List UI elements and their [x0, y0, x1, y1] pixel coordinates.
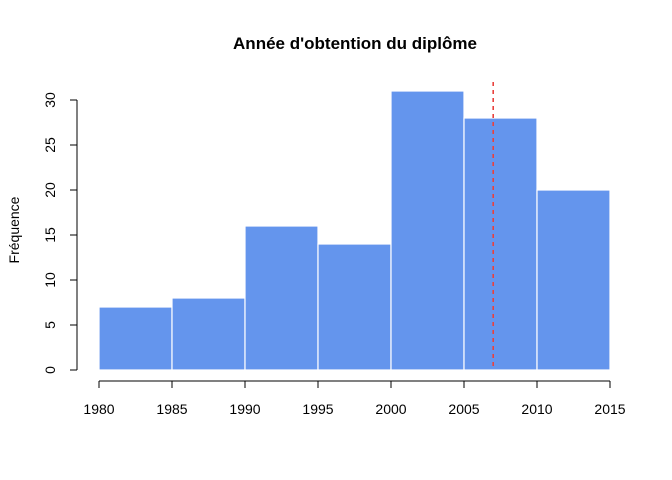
y-axis: 0 5 10 15 20 25 30 — [42, 92, 78, 374]
y-tick-label: 5 — [42, 321, 58, 329]
y-tick-label: 10 — [42, 272, 58, 288]
x-tick-label: 1980 — [83, 401, 114, 417]
y-tick-label: 25 — [42, 137, 58, 153]
x-tick-label: 2005 — [448, 401, 479, 417]
x-tick-label: 2000 — [375, 401, 406, 417]
x-tick-label: 1995 — [302, 401, 333, 417]
y-tick-label: 20 — [42, 182, 58, 198]
x-axis: 1980 1985 1990 1995 2000 2005 2010 2015 — [83, 380, 626, 417]
histogram-bar-1985-1990 — [171, 297, 246, 371]
y-axis-label: Fréquence — [6, 196, 22, 263]
x-tick-label: 1985 — [156, 401, 187, 417]
histogram-bar-2010-2015 — [536, 189, 611, 371]
histogram-bar-2005-2010 — [463, 117, 538, 371]
histogram-bar-1990-1995 — [244, 225, 319, 371]
y-tick-label: 0 — [42, 366, 58, 374]
x-tick-label: 1990 — [229, 401, 260, 417]
y-tick-label: 15 — [42, 227, 58, 243]
bars-layer — [98, 90, 611, 371]
histogram-bar-1995-2000 — [317, 243, 392, 371]
histogram-bar-2000-2005 — [390, 90, 465, 371]
histogram-bar-1980-1985 — [98, 306, 173, 371]
x-tick-label: 2015 — [594, 401, 625, 417]
y-tick-label: 30 — [42, 92, 58, 108]
chart-title: Année d'obtention du diplôme — [233, 34, 477, 53]
x-tick-label: 2010 — [521, 401, 552, 417]
